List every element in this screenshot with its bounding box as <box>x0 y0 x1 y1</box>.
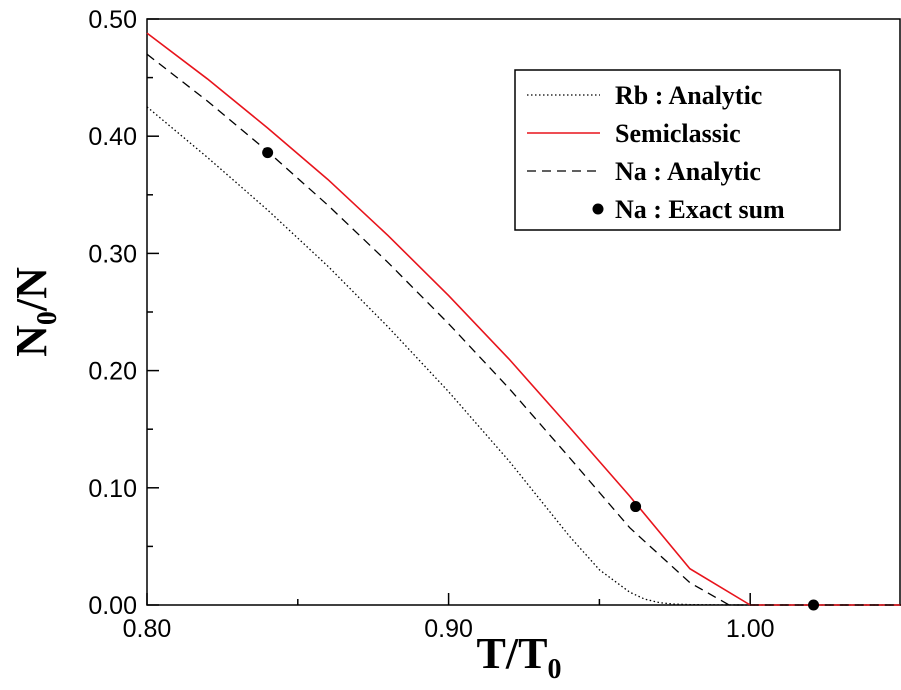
legend: Rb : Analytic Semiclassic Na : Analytic Na … <box>514 69 841 231</box>
y-tick-label: 0.50 <box>88 6 137 34</box>
x-axis-title: T/T0 <box>477 629 562 685</box>
legend-marker <box>592 203 604 215</box>
na-exact-sum-point <box>630 501 642 513</box>
na-exact-sum-point <box>808 599 820 611</box>
axis-ticks: 0.80 0.90 1.00 0.00 0.10 0.20 0.30 0.40 0.50 <box>88 6 774 643</box>
legend-label: Rb : Analytic <box>615 81 762 110</box>
x-axis-title-main: T/T <box>477 629 548 678</box>
y-axis-title-suffix: /N <box>7 267 56 312</box>
series-line-1 <box>146 32 901 606</box>
series-line-0 <box>146 106 901 606</box>
legend-label: Semiclassic <box>615 119 741 148</box>
series-group <box>146 32 901 611</box>
y-tick-label: 0.10 <box>88 475 137 503</box>
x-axis-title-subscript: 0 <box>547 654 561 685</box>
na-exact-sum-point <box>262 147 274 159</box>
y-tick-label: 0.30 <box>88 240 137 268</box>
legend-box <box>514 69 841 231</box>
y-axis-title: N0/N <box>7 267 63 357</box>
y-tick-label: 0.20 <box>88 358 137 386</box>
x-tick-label: 1.00 <box>726 615 775 643</box>
legend-label: Na : Analytic <box>615 157 761 186</box>
legend-label: Na : Exact sum <box>615 195 785 224</box>
y-tick-label: 0.40 <box>88 123 137 151</box>
series-line-2 <box>146 53 901 606</box>
x-tick-label: 0.90 <box>424 615 473 643</box>
y-tick-label: 0.00 <box>88 592 137 620</box>
y-axis-title-main: N <box>7 325 56 357</box>
x-tick-label: 0.80 <box>123 615 172 643</box>
y-axis-title-subscript: 0 <box>32 311 63 325</box>
